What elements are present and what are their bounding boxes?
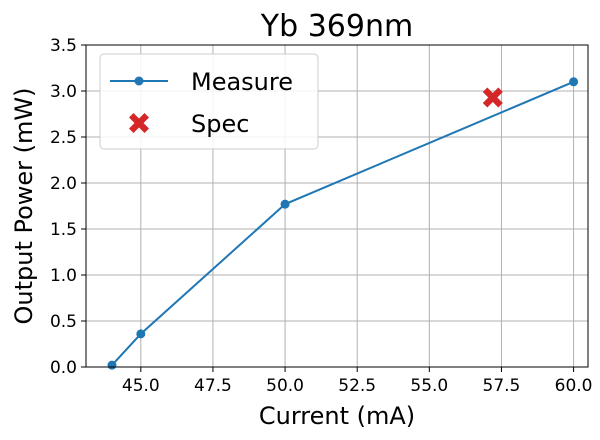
x-tick-label: 52.5 bbox=[338, 376, 376, 396]
data-point-measure bbox=[569, 77, 579, 87]
data-point-spec bbox=[482, 87, 503, 108]
y-tick-label: 0.5 bbox=[50, 312, 77, 332]
x-tick-label: 55.0 bbox=[410, 376, 448, 396]
y-tick-label: 2.0 bbox=[50, 174, 77, 194]
chart-title: Yb 369nm bbox=[260, 9, 413, 44]
x-axis-title: Current (mA) bbox=[259, 402, 415, 430]
x-tick-label: 50.0 bbox=[266, 376, 304, 396]
x-tick-label: 45.0 bbox=[122, 376, 160, 396]
legend-marker-measure bbox=[134, 76, 144, 86]
y-tick-label: 1.5 bbox=[50, 220, 77, 240]
x-tick-label: 60.0 bbox=[555, 376, 593, 396]
y-tick-label: 3.0 bbox=[50, 82, 77, 102]
data-point-measure bbox=[136, 329, 146, 339]
y-tick-label: 2.5 bbox=[50, 128, 77, 148]
legend-marker-spec bbox=[129, 113, 149, 133]
legend: Measure Spec bbox=[99, 53, 319, 150]
data-point-measure bbox=[107, 360, 117, 370]
axis-ticks: 45.0 47.5 50.0 52.5 55.0 57.5 60.0 0.0 0.5 1.0 1.5… bbox=[50, 36, 593, 396]
data-point-measure bbox=[280, 199, 290, 209]
plot-series bbox=[107, 77, 579, 370]
x-tick-label: 57.5 bbox=[483, 376, 521, 396]
y-tick-label: 1.0 bbox=[50, 266, 77, 286]
series-line-measure bbox=[111, 80, 574, 366]
legend-label: Spec bbox=[191, 110, 249, 138]
legend-label: Measure bbox=[191, 68, 293, 96]
y-tick-label: 0.0 bbox=[50, 358, 77, 378]
y-tick-label: 3.5 bbox=[50, 36, 77, 56]
x-tick-label: 47.5 bbox=[194, 376, 232, 396]
legend-box bbox=[99, 53, 319, 150]
plot-area-frame bbox=[85, 44, 589, 368]
y-axis-title: Output Power (mW) bbox=[10, 87, 38, 324]
